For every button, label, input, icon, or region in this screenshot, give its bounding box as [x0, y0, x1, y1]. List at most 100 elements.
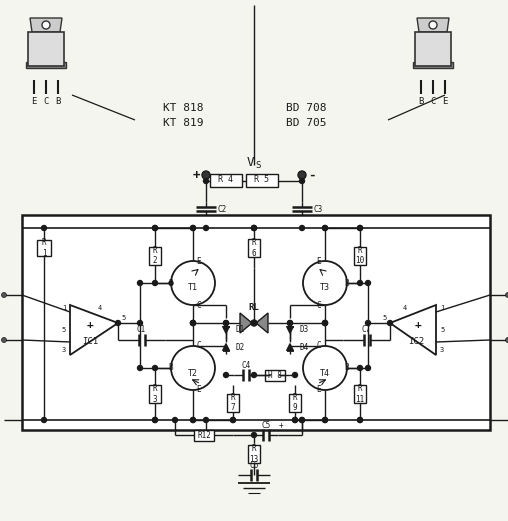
Text: T4: T4	[320, 368, 330, 378]
Bar	[248, 239, 260, 257]
Text: KT 819: KT 819	[163, 118, 204, 128]
Text: +: +	[415, 320, 421, 330]
Circle shape	[224, 373, 229, 378]
Text: B: B	[345, 279, 350, 288]
Text: R
1: R 1	[42, 238, 46, 258]
Bar	[248, 445, 260, 463]
Text: B: B	[169, 279, 173, 288]
Text: V: V	[246, 155, 254, 168]
Circle shape	[190, 417, 196, 423]
Bar	[354, 385, 366, 403]
Bar	[26, 62, 66, 68]
Circle shape	[298, 171, 306, 179]
Text: C6: C6	[249, 461, 259, 469]
Text: R
9: R 9	[293, 393, 297, 412]
Circle shape	[190, 320, 196, 326]
Text: R
7: R 7	[231, 393, 235, 412]
Text: +: +	[279, 420, 283, 429]
Circle shape	[152, 417, 157, 423]
Circle shape	[323, 226, 328, 230]
Circle shape	[204, 179, 208, 183]
Text: T1: T1	[188, 283, 198, 292]
Text: R 5: R 5	[255, 176, 270, 184]
Circle shape	[323, 417, 328, 423]
Circle shape	[251, 432, 257, 438]
Circle shape	[323, 226, 328, 230]
Text: 4: 4	[403, 305, 407, 311]
Circle shape	[251, 373, 257, 378]
Circle shape	[231, 417, 236, 423]
Text: 3: 3	[440, 347, 444, 353]
Text: R
6: R 6	[251, 238, 257, 258]
Circle shape	[152, 280, 157, 286]
Circle shape	[190, 320, 196, 326]
Circle shape	[358, 417, 363, 423]
Circle shape	[251, 226, 257, 230]
Bar	[22, 215, 490, 430]
Text: S: S	[256, 160, 261, 169]
Text: E: E	[31, 96, 37, 105]
Circle shape	[358, 366, 363, 370]
Polygon shape	[256, 313, 268, 333]
Circle shape	[190, 226, 196, 230]
Text: BD 705: BD 705	[285, 118, 326, 128]
Polygon shape	[417, 18, 449, 32]
Text: KT 818: KT 818	[163, 103, 204, 113]
Text: C: C	[316, 341, 322, 351]
Text: R
10: R 10	[356, 246, 365, 265]
Text: C: C	[197, 301, 201, 309]
Circle shape	[171, 346, 215, 390]
Circle shape	[505, 338, 508, 342]
Circle shape	[365, 320, 370, 326]
Text: C1: C1	[137, 326, 146, 334]
Circle shape	[365, 280, 370, 286]
Circle shape	[152, 366, 157, 370]
Text: B: B	[55, 96, 60, 105]
Bar	[149, 385, 161, 403]
Text: 1: 1	[62, 305, 66, 311]
Text: T2: T2	[188, 368, 198, 378]
Circle shape	[152, 226, 157, 230]
Text: R12: R12	[197, 430, 211, 440]
Text: C4: C4	[241, 361, 250, 369]
Circle shape	[323, 320, 328, 326]
Text: 4: 4	[98, 305, 102, 311]
Circle shape	[202, 171, 210, 179]
Circle shape	[224, 320, 229, 326]
Circle shape	[204, 226, 208, 230]
Circle shape	[300, 417, 304, 423]
Text: +: +	[192, 168, 200, 181]
Text: B: B	[418, 96, 424, 105]
Bar	[415, 32, 451, 66]
Text: D1: D1	[236, 326, 245, 334]
Circle shape	[300, 226, 304, 230]
Circle shape	[300, 417, 304, 423]
Text: H 8: H 8	[268, 370, 281, 379]
Circle shape	[288, 320, 293, 326]
Circle shape	[42, 417, 47, 423]
Bar	[289, 393, 301, 412]
Circle shape	[251, 226, 257, 230]
Circle shape	[365, 366, 370, 370]
Text: C: C	[316, 301, 322, 309]
Bar	[28, 32, 64, 66]
Circle shape	[115, 320, 120, 326]
Bar	[37, 240, 51, 256]
Circle shape	[300, 179, 304, 183]
Text: E: E	[197, 386, 201, 394]
Circle shape	[388, 320, 393, 326]
Circle shape	[169, 281, 173, 285]
Circle shape	[190, 417, 196, 423]
Polygon shape	[240, 313, 252, 333]
Circle shape	[293, 417, 298, 423]
Circle shape	[505, 292, 508, 297]
Text: T3: T3	[320, 283, 330, 292]
Circle shape	[231, 417, 236, 423]
Text: RL: RL	[248, 303, 260, 312]
Text: -: -	[308, 168, 316, 181]
Text: E: E	[197, 256, 201, 266]
Polygon shape	[30, 18, 62, 32]
Circle shape	[152, 417, 157, 423]
Text: 5: 5	[383, 315, 387, 321]
Circle shape	[173, 417, 177, 423]
